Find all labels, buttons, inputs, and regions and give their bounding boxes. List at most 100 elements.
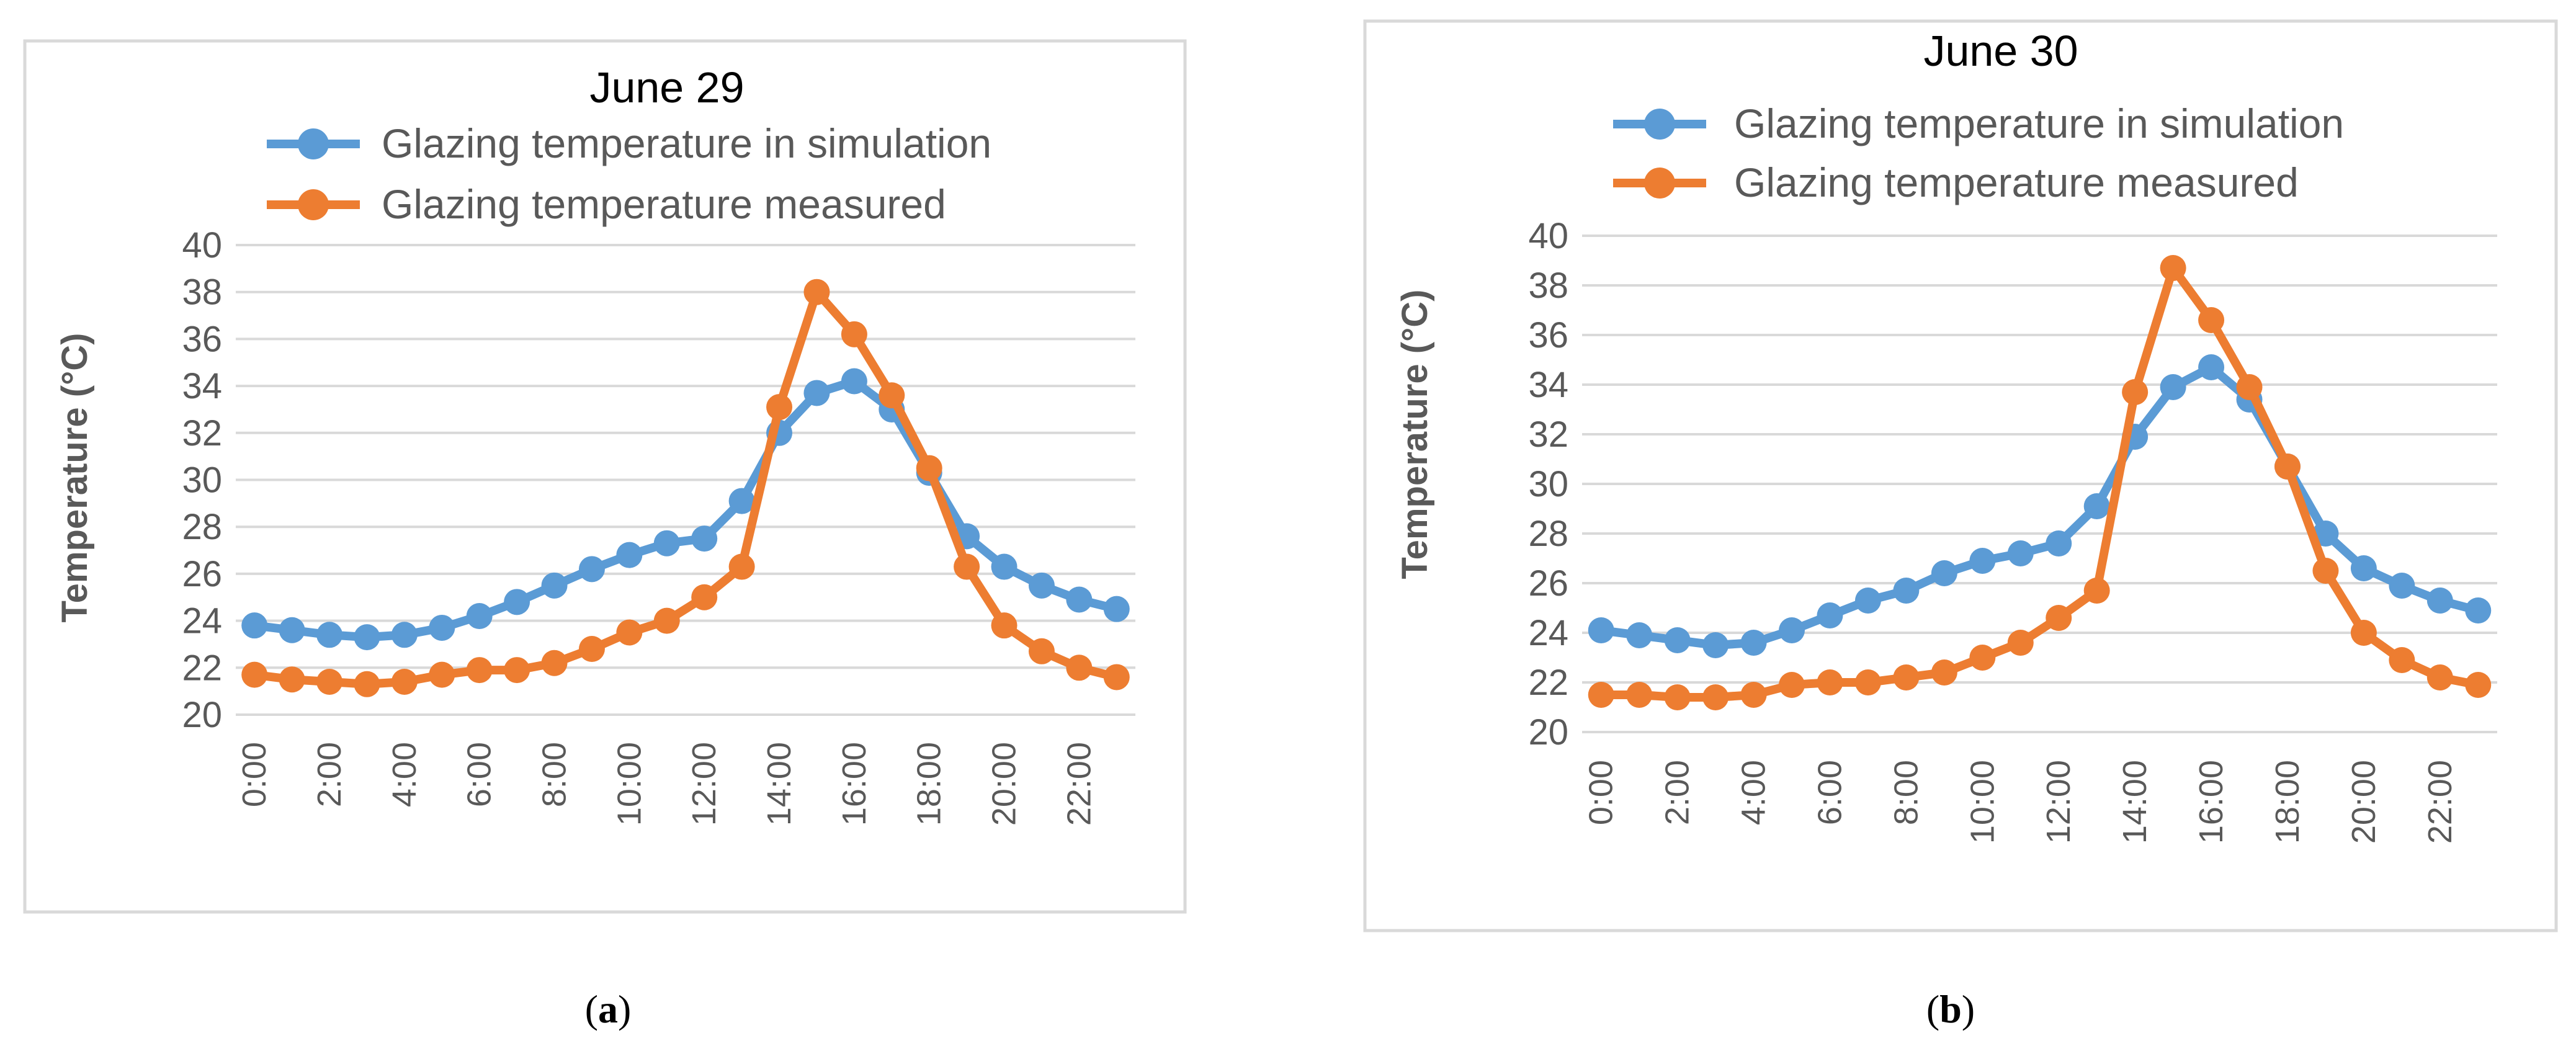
data-point [916,455,942,481]
y-tick-label: 26 [182,554,222,594]
caption-a-letter: a [598,987,618,1031]
y-tick-label: 28 [182,507,222,547]
x-tick-label: 22:00 [1060,742,1098,826]
y-tick-label: 34 [182,366,222,406]
legend-marker [298,189,329,220]
x-tick-label: 12:00 [2040,760,2077,844]
y-tick-label: 28 [1528,514,1568,554]
y-tick-label: 30 [182,460,222,501]
data-point [504,589,530,615]
y-tick-label: 24 [182,601,222,641]
data-point [841,368,867,395]
data-point [1626,622,1653,648]
data-point [2274,454,2301,480]
x-tick-label: 0:00 [236,742,273,807]
data-point [391,669,418,695]
data-point [1028,638,1055,664]
y-tick-label: 32 [182,413,222,454]
data-point [2426,588,2453,614]
x-tick-label: 14:00 [2116,760,2153,844]
data-point [954,553,980,580]
data-point [2198,354,2225,380]
data-point [616,542,643,568]
data-point [2236,374,2263,400]
y-tick-label: 30 [1528,464,1568,504]
y-tick-label: 22 [182,648,222,688]
data-point [2465,672,2492,698]
data-point [391,622,418,648]
data-point [1817,669,1843,695]
data-point [504,657,530,684]
x-tick-label: 10:00 [1964,760,2001,844]
data-point [316,622,343,648]
caption-a: (a) [584,987,632,1031]
data-point [2046,605,2072,631]
data-point [1626,682,1653,708]
legend-label: Glazing temperature measured [1734,159,2299,205]
y-tick-label: 26 [1528,563,1568,604]
data-point [541,572,568,599]
legend-marker [298,128,329,159]
data-point [1817,602,1843,628]
y-tick-label: 24 [1528,613,1568,653]
y-tick-label: 36 [182,319,222,359]
data-point [1893,664,1920,690]
data-point [2198,307,2225,333]
x-tick-label: 12:00 [686,742,723,826]
data-point [279,666,305,693]
data-point [653,530,680,556]
data-point [354,671,380,697]
x-tick-label: 18:00 [911,742,948,826]
data-point [466,657,493,684]
data-point [803,279,830,305]
data-point [1702,632,1729,658]
data-point [2083,578,2110,604]
data-point [1931,560,1957,586]
caption-b: (b) [1926,987,1975,1031]
chart-frame [23,39,1187,914]
data-point [1588,682,1614,708]
y-tick-label: 32 [1528,414,1568,455]
x-tick-label: 4:00 [386,742,423,807]
data-point [2160,255,2186,281]
data-point [2350,620,2377,646]
y-tick-label: 20 [1528,712,1568,753]
chart-title: June 29 [589,63,744,112]
data-point [991,612,1017,639]
data-point [578,636,605,663]
data-point [1969,645,1996,671]
y-axis-label: Temperature (°C) [1395,290,1435,579]
x-tick-label: 14:00 [761,742,798,826]
data-point [2389,647,2415,673]
x-tick-label: 16:00 [836,742,873,826]
data-point [728,553,755,580]
data-point [616,619,643,646]
data-point [1893,578,1920,604]
data-point [691,525,718,552]
data-point [1066,586,1093,613]
chart-panel-b: 20 22 24 26 28 30 32 34 36 38 40 0:00 2:00 4:00 6:00 8:… [1363,19,2558,932]
data-point [279,617,305,643]
data-point [803,380,830,406]
data-point [2465,597,2492,623]
data-point [429,661,455,688]
legend-label: Glazing temperature in simulation [382,120,991,166]
data-point [879,382,905,409]
data-point [1588,617,1614,643]
data-point [991,553,1017,580]
data-point [2007,540,2034,566]
x-tick-label: 6:00 [1811,760,1848,825]
data-point [354,624,380,651]
y-tick-label: 20 [182,695,222,735]
y-tick-label: 38 [182,272,222,313]
x-tick-label: 16:00 [2193,760,2230,844]
x-tick-label: 20:00 [2345,760,2382,844]
data-point [1066,655,1093,681]
data-point [1103,664,1130,690]
x-tick-label: 10:00 [610,742,648,826]
y-axis-label: Temperature (°C) [55,333,95,623]
data-point [466,603,493,630]
data-point [2046,530,2072,556]
data-point [653,607,680,634]
